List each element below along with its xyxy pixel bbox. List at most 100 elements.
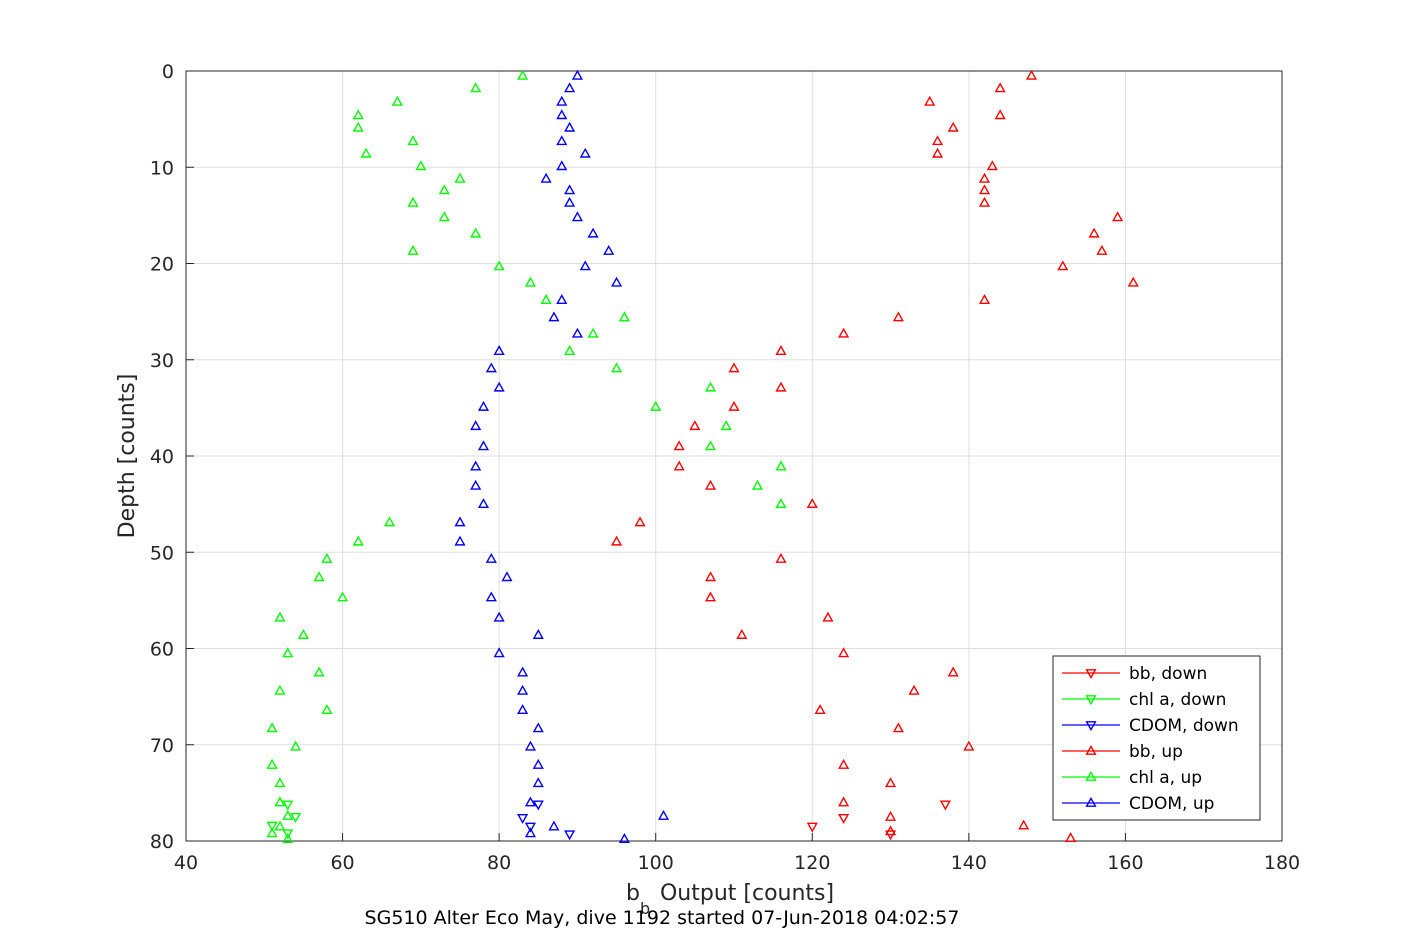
data-point xyxy=(720,420,732,431)
legend-marker xyxy=(1085,744,1097,755)
legend-marker xyxy=(1085,721,1097,732)
data-point xyxy=(931,147,944,158)
data-point xyxy=(838,327,850,338)
data-point xyxy=(673,460,685,471)
data-point xyxy=(571,327,583,338)
data-point xyxy=(751,479,764,490)
data-point xyxy=(564,121,576,132)
data-point xyxy=(532,722,544,733)
data-point xyxy=(532,628,544,639)
data-point xyxy=(947,121,959,132)
data-point xyxy=(266,827,278,838)
data-point xyxy=(477,498,490,509)
data-point xyxy=(438,211,450,222)
data-point xyxy=(704,440,717,451)
data-point xyxy=(556,95,568,106)
data-point xyxy=(517,666,529,677)
data-point xyxy=(978,196,991,207)
data-point xyxy=(540,294,552,304)
data-point xyxy=(1096,244,1108,255)
data-point xyxy=(540,172,552,183)
legend-label: bb, up xyxy=(1129,742,1183,762)
data-point xyxy=(470,227,482,238)
data-point xyxy=(313,666,325,677)
data-point xyxy=(571,211,583,222)
data-point xyxy=(1088,227,1100,238)
axis-ticks: 40 60 80 100 120 140 160 180 0 10 20 30 40 50 60 70 80 xyxy=(150,61,1300,874)
y-tick-label: 70 xyxy=(150,735,174,757)
data-point xyxy=(454,172,466,183)
data-point xyxy=(1018,819,1030,830)
data-point xyxy=(524,827,537,838)
data-point xyxy=(603,244,615,255)
data-point xyxy=(838,647,850,658)
x-axis-label: b b Output [counts] xyxy=(626,881,834,918)
data-point xyxy=(477,400,490,411)
y-tick-label: 40 xyxy=(150,446,174,468)
data-point xyxy=(477,440,490,451)
data-point xyxy=(274,820,286,831)
y-tick-label: 80 xyxy=(150,831,174,853)
data-point xyxy=(493,647,505,658)
data-point xyxy=(673,440,685,451)
x-tick-label: 180 xyxy=(1264,852,1300,874)
data-point xyxy=(407,244,419,255)
data-point xyxy=(274,684,286,695)
legend-entry: chl a, down xyxy=(1062,690,1226,710)
series-1 xyxy=(266,800,302,840)
x-tick-label: 120 xyxy=(794,852,830,874)
data-point xyxy=(352,109,364,120)
data-point xyxy=(611,535,623,546)
legend-box xyxy=(1052,655,1261,821)
legend: bb, down chl a, down CDOM, down bb, up chl a… xyxy=(1052,655,1261,821)
data-point xyxy=(978,184,991,195)
legend-label: CDOM, up xyxy=(1129,794,1214,814)
data-point xyxy=(337,591,349,602)
data-point xyxy=(564,345,576,356)
data-point xyxy=(485,362,497,373)
data-point xyxy=(634,516,646,527)
data-point xyxy=(564,82,576,93)
data-point xyxy=(493,381,505,392)
data-point xyxy=(266,722,278,733)
data-point xyxy=(274,796,286,807)
legend-entry: chl a, up xyxy=(1062,768,1202,788)
y-tick-label: 20 xyxy=(150,254,174,276)
data-point xyxy=(438,184,450,195)
legend-entry: bb, up xyxy=(1062,742,1183,762)
x-axis-label-subscript: b xyxy=(640,899,650,918)
y-tick-label: 60 xyxy=(150,639,174,661)
data-point xyxy=(571,69,583,80)
legend-label: chl a, down xyxy=(1129,690,1226,710)
y-tick-label: 0 xyxy=(162,61,174,83)
data-markers xyxy=(266,69,1139,843)
data-point xyxy=(775,552,787,563)
data-point xyxy=(978,294,991,304)
data-point xyxy=(1025,69,1038,80)
data-point xyxy=(485,591,497,602)
data-point xyxy=(532,777,544,788)
data-point xyxy=(978,172,991,183)
chart-caption: SG510 Alter Eco May, dive 1192 started 0… xyxy=(365,907,960,929)
y-tick-label: 50 xyxy=(150,542,174,564)
data-point xyxy=(564,196,576,207)
data-point xyxy=(838,796,850,807)
data-point xyxy=(728,400,740,411)
series-4 xyxy=(266,69,787,843)
x-tick-label: 100 xyxy=(638,852,674,874)
data-point xyxy=(704,591,717,602)
data-point xyxy=(470,82,482,93)
data-point xyxy=(814,704,826,715)
data-point xyxy=(657,809,670,820)
data-point xyxy=(556,109,568,120)
data-point xyxy=(407,196,419,207)
data-point xyxy=(501,571,513,582)
series-2 xyxy=(517,800,576,841)
data-point xyxy=(1127,276,1139,287)
data-point xyxy=(986,160,998,171)
data-point xyxy=(391,95,403,106)
data-point xyxy=(282,829,294,840)
data-point xyxy=(994,82,1006,93)
data-point xyxy=(579,260,591,271)
data-point xyxy=(728,362,740,373)
